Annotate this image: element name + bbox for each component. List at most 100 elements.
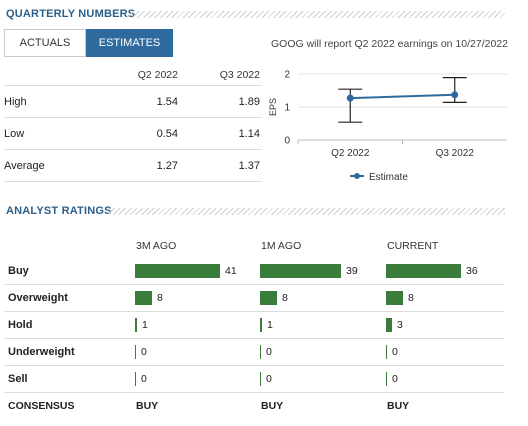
data-point — [451, 91, 459, 99]
rating-bar — [386, 345, 387, 359]
section-divider — [108, 208, 505, 215]
rating-count: 0 — [266, 346, 272, 358]
consensus-value: BUY — [261, 400, 284, 412]
rating-bar — [135, 372, 136, 386]
rating-bar — [260, 372, 261, 386]
ratings-section-header: ANALYST RATINGS — [6, 204, 120, 218]
rating-count: 41 — [225, 265, 237, 277]
rating-count: 8 — [157, 292, 163, 304]
rating-bar — [135, 345, 136, 359]
y-tick-label: 0 — [284, 136, 290, 147]
rating-label: Sell — [8, 373, 28, 385]
series-line-estimate — [350, 93, 455, 100]
rating-cell: 0 — [386, 366, 398, 392]
rating-cell: 0 — [135, 366, 147, 392]
x-tick-label: Q2 2022 — [331, 148, 370, 159]
column-header: Q3 2022 — [180, 64, 262, 86]
quarterly-section-header: QUARTERLY NUMBERS — [6, 7, 143, 21]
rating-cell: 8 — [135, 285, 163, 311]
legend-marker — [354, 173, 360, 179]
rating-cell: 36 — [386, 258, 478, 284]
quarterly-title: QUARTERLY NUMBERS — [6, 8, 136, 20]
ratings-title: ANALYST RATINGS — [6, 205, 112, 217]
rating-count: 3 — [397, 319, 403, 331]
rating-cell: 8 — [386, 285, 414, 311]
rating-label: Underweight — [8, 346, 75, 358]
data-point — [346, 94, 354, 102]
rating-cell: 0 — [386, 339, 398, 365]
tab-estimates[interactable]: ESTIMATES — [86, 29, 173, 57]
rating-label: Buy — [8, 265, 29, 277]
rating-cell: 1 — [260, 312, 273, 338]
rating-count: 0 — [141, 373, 147, 385]
ratings-column-header: 3M AGO — [136, 240, 177, 252]
tab-actuals[interactable]: ACTUALS — [4, 29, 86, 57]
rating-bar — [386, 318, 392, 332]
row-label: High — [4, 85, 103, 118]
y-tick-label: 1 — [284, 103, 290, 114]
rating-cell: 0 — [260, 366, 272, 392]
consensus-label: CONSENSUS — [8, 400, 75, 412]
legend-label: Estimate — [369, 172, 408, 183]
rating-count: 36 — [466, 265, 478, 277]
rating-count: 0 — [392, 373, 398, 385]
column-header: Q2 2022 — [103, 64, 180, 86]
eps-chart: 0 1 2 EPS Q2 2022 Q3 2022 Estimate — [268, 70, 507, 183]
rating-count: 8 — [408, 292, 414, 304]
ratings-column-header: 1M AGO — [261, 240, 302, 252]
rating-count: 39 — [346, 265, 358, 277]
rating-cell: 39 — [260, 258, 358, 284]
rating-bar — [386, 264, 461, 278]
section-divider — [127, 11, 505, 18]
rating-cell: 0 — [260, 339, 272, 365]
table-cell: 1.89 — [180, 85, 262, 118]
rating-cell: 1 — [135, 312, 148, 338]
rating-row: Overweight 8 8 8 — [4, 285, 504, 312]
rating-bar — [260, 264, 341, 278]
table-row: Low 0.54 1.14 — [4, 117, 262, 150]
rating-count: 0 — [141, 346, 147, 358]
consensus-value: BUY — [387, 400, 410, 412]
rating-bar — [386, 372, 387, 386]
table-cell: 0.54 — [103, 117, 180, 150]
rating-cell: 0 — [135, 339, 147, 365]
rating-bar — [386, 291, 403, 305]
report-date-note: GOOG will report Q2 2022 earnings on 10/… — [271, 38, 508, 50]
rating-row: Hold 1 1 3 — [4, 312, 504, 339]
rating-count: 0 — [266, 373, 272, 385]
rating-count: 1 — [142, 319, 148, 331]
table-cell: 1.54 — [103, 85, 180, 118]
rating-label: Hold — [8, 319, 33, 331]
rating-count: 8 — [282, 292, 288, 304]
rating-count: 1 — [267, 319, 273, 331]
rating-cell: 3 — [386, 312, 403, 338]
table-header-empty — [4, 64, 103, 86]
consensus-value: BUY — [136, 400, 159, 412]
rating-bar — [135, 291, 152, 305]
row-label: Average — [4, 149, 103, 182]
rating-row: Sell 0 0 0 — [4, 366, 504, 393]
rating-label: Overweight — [8, 292, 68, 304]
y-tick-label: 2 — [284, 70, 290, 81]
rating-bar — [260, 291, 277, 305]
table-cell: 1.37 — [180, 149, 262, 182]
rating-bar — [260, 345, 261, 359]
table-row: Average 1.27 1.37 — [4, 149, 262, 182]
table-cell: 1.14 — [180, 117, 262, 150]
x-tick-label: Q3 2022 — [436, 148, 475, 159]
ratings-column-header: CURRENT — [387, 240, 439, 252]
table-cell: 1.27 — [103, 149, 180, 182]
quarterly-tabs: ACTUALS ESTIMATES — [4, 29, 173, 57]
table-header-row: Q2 2022 Q3 2022 — [4, 64, 262, 86]
rating-bar — [135, 264, 220, 278]
rating-row: Underweight 0 0 0 — [4, 339, 504, 366]
rating-cell: 8 — [260, 285, 288, 311]
rating-bar — [135, 318, 137, 332]
rating-cell: 41 — [135, 258, 237, 284]
row-label: Low — [4, 117, 103, 150]
table-row: High 1.54 1.89 — [4, 85, 262, 118]
rating-row: Buy 41 39 36 — [4, 258, 504, 285]
rating-count: 0 — [392, 346, 398, 358]
rating-bar — [260, 318, 262, 332]
quarterly-table: Q2 2022 Q3 2022 High 1.54 1.89 Low 0.54 … — [4, 64, 262, 182]
